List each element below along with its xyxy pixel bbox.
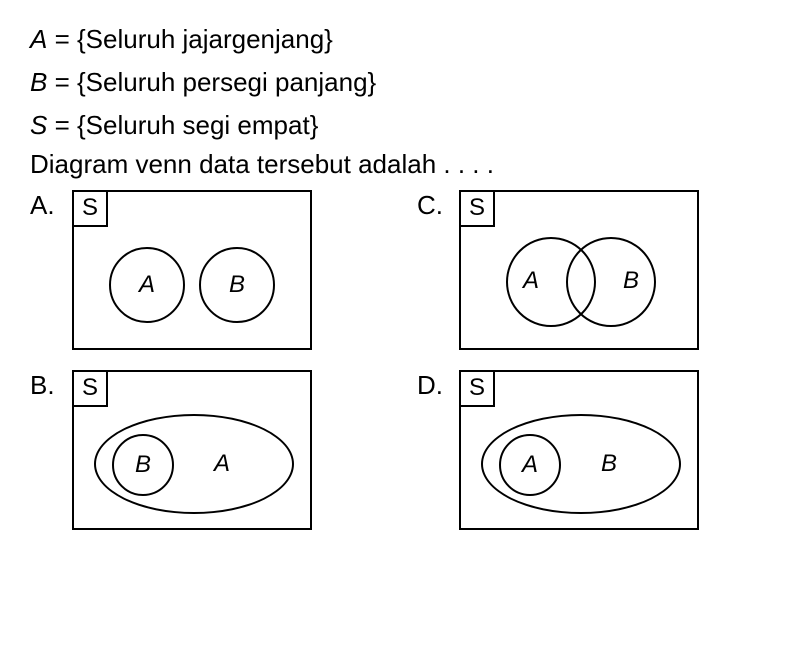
- option-a-label: A.: [30, 190, 60, 221]
- set-definition-a: A = {Seluruh jajargenjang}: [30, 20, 774, 59]
- venn-a-circle-b-label: B: [229, 271, 245, 299]
- option-c: C. S A B: [417, 190, 774, 350]
- option-c-label: C.: [417, 190, 447, 221]
- option-d-label: D.: [417, 370, 447, 401]
- venn-b-outer-label: A: [214, 450, 230, 478]
- question-text: Diagram venn data tersebut adalah . . . …: [30, 149, 774, 180]
- var-s: S: [30, 110, 47, 140]
- venn-a-s-label: S: [74, 192, 108, 227]
- venn-c-circle-a-label: A: [523, 267, 539, 295]
- option-b-label: B.: [30, 370, 60, 401]
- venn-a-circle-a-label: A: [139, 271, 155, 299]
- venn-c-circle-b-label: B: [623, 267, 639, 295]
- venn-b: S B A: [72, 370, 312, 530]
- venn-a-circle-b: B: [199, 247, 275, 323]
- set-definition-b: B = {Seluruh persegi panjang}: [30, 63, 774, 102]
- venn-d-outer-label: B: [601, 450, 617, 478]
- options-grid: A. S A B C. S A B B. S: [30, 190, 774, 530]
- venn-c-s-label: S: [461, 192, 495, 227]
- desc-a: {Seluruh jajargenjang}: [77, 24, 333, 54]
- desc-s: {Seluruh segi empat}: [77, 110, 318, 140]
- venn-b-s-label: S: [74, 372, 108, 407]
- venn-c-circle-b: B: [566, 237, 656, 327]
- var-b: B: [30, 67, 47, 97]
- desc-b: {Seluruh persegi panjang}: [77, 67, 376, 97]
- option-a: A. S A B: [30, 190, 387, 350]
- option-b: B. S B A: [30, 370, 387, 530]
- venn-a-circle-a: A: [109, 247, 185, 323]
- set-definition-s: S = {Seluruh segi empat}: [30, 106, 774, 145]
- venn-a: S A B: [72, 190, 312, 350]
- venn-b-inner-label: B: [135, 451, 151, 479]
- venn-d: S A B: [459, 370, 699, 530]
- var-a: A: [30, 24, 47, 54]
- venn-c: S A B: [459, 190, 699, 350]
- option-d: D. S A B: [417, 370, 774, 530]
- venn-b-circle-inner: B: [112, 434, 174, 496]
- venn-d-circle-inner: A: [499, 434, 561, 496]
- venn-d-inner-label: A: [522, 451, 538, 479]
- venn-d-s-label: S: [461, 372, 495, 407]
